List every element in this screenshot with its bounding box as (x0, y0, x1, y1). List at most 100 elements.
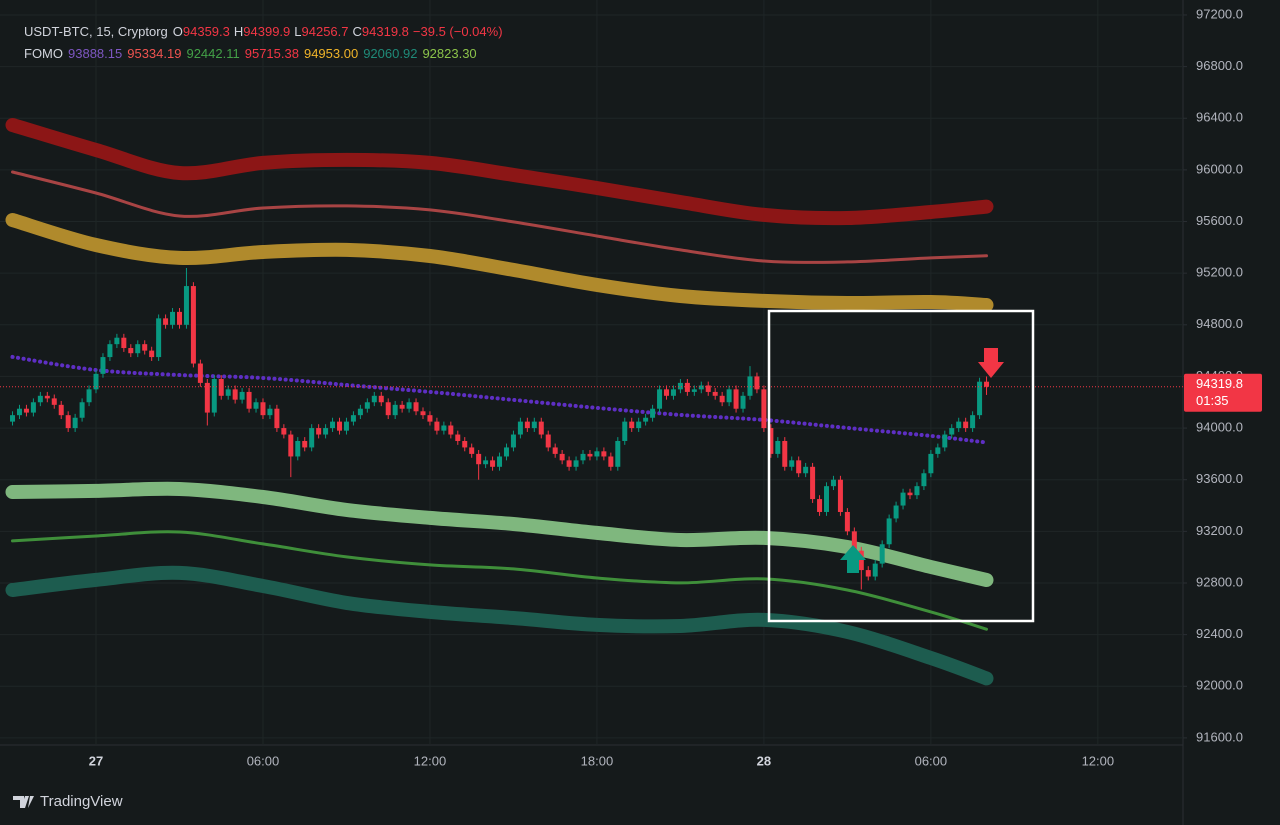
candle-body (399, 404, 405, 409)
brand-icon (13, 796, 34, 808)
candle-body (490, 460, 496, 467)
candle-body (135, 344, 141, 354)
candle-body (448, 425, 454, 435)
candle-body (573, 460, 579, 467)
change-value: −39.5 (−0.04%) (412, 24, 503, 39)
candle-body (636, 421, 642, 429)
indicator-line (5, 213, 994, 312)
candle-body (670, 389, 676, 396)
candle-body (281, 428, 287, 435)
candle-body (615, 440, 621, 467)
candle-body (531, 421, 537, 429)
candle-body (872, 563, 878, 577)
candle-body (51, 398, 57, 405)
legend-value: 92823.30 (422, 46, 477, 61)
candle-body (817, 499, 823, 512)
candle-body (844, 511, 850, 532)
y-tick-label: 91600.0 (1196, 729, 1243, 744)
candle-body (176, 311, 182, 325)
candle-body (698, 385, 704, 390)
candle-body (733, 389, 739, 409)
candle-body (928, 453, 934, 474)
candle-body (768, 428, 774, 454)
candle-body (956, 421, 962, 429)
sell-arrow (978, 348, 1004, 378)
x-tick-label: 18:00 (581, 753, 614, 768)
candle-body (462, 440, 468, 448)
candle-body (726, 389, 732, 403)
legend-value: 92442.11 (186, 46, 240, 61)
y-tick-label: 94000.0 (1196, 420, 1243, 435)
indicator-line (11, 530, 988, 631)
candle-body (629, 421, 635, 429)
candle-body (879, 544, 885, 564)
candle-body (128, 348, 134, 354)
x-tick-label: 28 (757, 753, 771, 768)
candle-body (434, 421, 440, 431)
candle-body (503, 447, 509, 457)
candle-body (65, 415, 71, 429)
candle-body (114, 337, 120, 345)
annotations (767, 309, 1035, 623)
candle-body (858, 550, 864, 571)
indicator-line (5, 565, 994, 686)
candle-body (218, 379, 224, 396)
y-tick-label: 93200.0 (1196, 523, 1243, 538)
last-price-box (1184, 373, 1262, 412)
candle-body (775, 440, 781, 454)
candle-body (204, 382, 210, 413)
candle-body (663, 389, 669, 396)
indicator-line (5, 481, 994, 587)
candle-body (72, 417, 78, 429)
candle-body (350, 415, 356, 422)
symbol-header: USDT-BTC, 15, Cryptorg O94359.3 H94399.9 L9… (24, 24, 508, 39)
candle-body (197, 363, 203, 383)
candle-body (497, 456, 503, 467)
candle-body (253, 402, 259, 409)
candle-body (684, 382, 690, 392)
candle-body (343, 421, 349, 431)
candle-body (330, 421, 336, 429)
candle-body (163, 318, 169, 325)
indicator-line (5, 118, 994, 226)
legend-value: 95334.19 (127, 46, 182, 61)
candle-body (232, 389, 238, 400)
candle-body (79, 402, 85, 418)
candle-body (942, 434, 948, 448)
candle-body (650, 408, 656, 418)
candle-body (107, 344, 113, 358)
candle-body (225, 389, 231, 396)
candle-body (517, 421, 523, 435)
candle-body (86, 389, 92, 403)
y-tick-label: 97200.0 (1196, 6, 1243, 21)
candle-body (719, 395, 725, 403)
candle-body (587, 453, 593, 457)
x-tick-label: 12:00 (1082, 753, 1115, 768)
candle-body (323, 428, 329, 435)
ohlc-value: 94359.3 (182, 24, 230, 39)
ohlc-item: L94256.7 (294, 24, 348, 39)
candle-body (740, 395, 746, 409)
candle-body (691, 389, 697, 392)
candle-body (886, 518, 892, 545)
candle-body (274, 408, 280, 429)
candle-body (893, 505, 899, 519)
y-tick-label: 92400.0 (1196, 626, 1243, 641)
candle-body (754, 376, 760, 390)
candle-body (803, 466, 809, 474)
candle-body (566, 460, 572, 467)
candle-body (260, 402, 266, 416)
candle-body (837, 479, 843, 512)
y-tick-label: 92000.0 (1196, 678, 1243, 693)
candle-body (545, 434, 551, 448)
candle-body (93, 373, 99, 390)
candle-body (30, 402, 36, 413)
ohlc-item: C94319.8 (353, 24, 409, 39)
legend-value: 95715.38 (244, 46, 299, 61)
candle-body (510, 434, 516, 448)
indicator-legend: FOMO 93888.15 95334.19 92442.11 95715.38 9495… (24, 46, 482, 61)
ohlc-label: H (233, 24, 244, 39)
candle-body (427, 415, 433, 422)
candle-body (796, 460, 802, 474)
candle-body (643, 417, 649, 422)
